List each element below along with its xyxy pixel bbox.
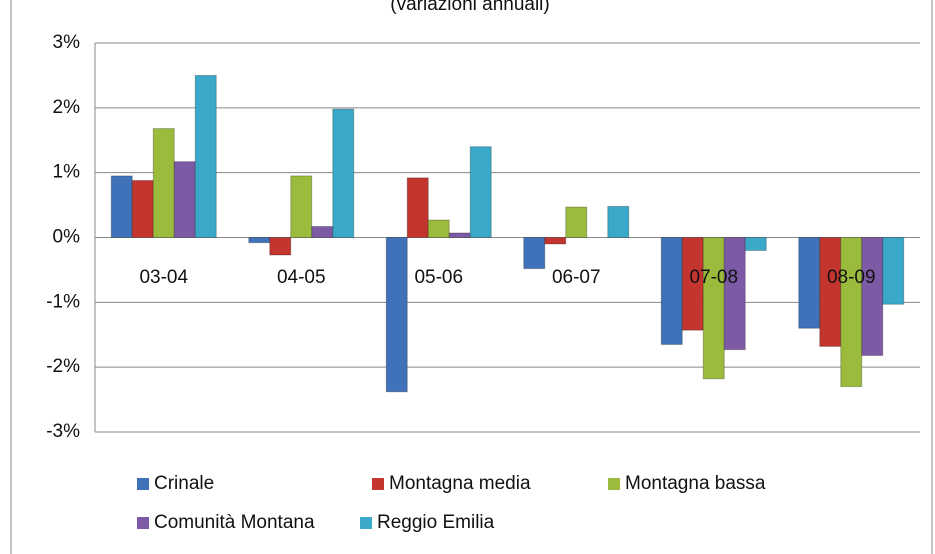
bar [152, 128, 175, 238]
bar [840, 237, 863, 388]
chart-title: (variazioni annuali) [390, 0, 549, 15]
bar [448, 232, 471, 239]
legend-label: Montagna bassa [625, 473, 766, 494]
x-tick-label: 05-06 [414, 267, 463, 288]
bar [744, 237, 767, 251]
bar [861, 237, 884, 356]
legend-label: Reggio Emilia [377, 512, 495, 533]
legend-swatch [608, 478, 620, 490]
bar [798, 237, 821, 329]
legend-label: Comunità Montana [154, 512, 315, 533]
bar [427, 219, 450, 238]
y-tick-label: -1% [46, 291, 80, 312]
y-tick-label: 2% [53, 97, 81, 118]
legend-label: Montagna media [389, 473, 531, 494]
y-tick-label: 1% [53, 162, 81, 183]
bar [269, 237, 292, 256]
bar [248, 237, 271, 244]
x-tick-label: 07-08 [689, 267, 738, 288]
x-tick-label: 03-04 [139, 267, 188, 288]
bar [469, 146, 492, 239]
y-tick-label: 3% [53, 32, 81, 53]
y-tick-label: -3% [46, 421, 80, 442]
x-tick-label: 08-09 [827, 267, 876, 288]
bar [660, 237, 683, 345]
bar [110, 175, 133, 239]
bar [819, 237, 842, 347]
legend-swatch [372, 478, 384, 490]
bar [311, 225, 334, 238]
bar [523, 237, 546, 270]
bar [332, 108, 355, 238]
x-tick-label: 06-07 [552, 267, 601, 288]
bar [882, 237, 905, 305]
bar [723, 237, 746, 351]
legend-swatch [137, 478, 149, 490]
bar [702, 237, 725, 380]
bar [544, 237, 567, 245]
bar [173, 161, 196, 239]
bar [565, 206, 588, 239]
bar [385, 237, 408, 393]
bar [290, 175, 313, 239]
y-tick-label: -2% [46, 356, 80, 377]
bar [406, 177, 429, 238]
legend-swatch [137, 517, 149, 529]
bar [131, 179, 154, 239]
bar [607, 205, 630, 239]
y-tick-label: 0% [53, 227, 81, 248]
legend-label: Crinale [154, 473, 214, 494]
chart-frame [10, 0, 933, 554]
legend-swatch [360, 517, 372, 529]
x-tick-label: 04-05 [277, 267, 326, 288]
bar [194, 74, 217, 238]
